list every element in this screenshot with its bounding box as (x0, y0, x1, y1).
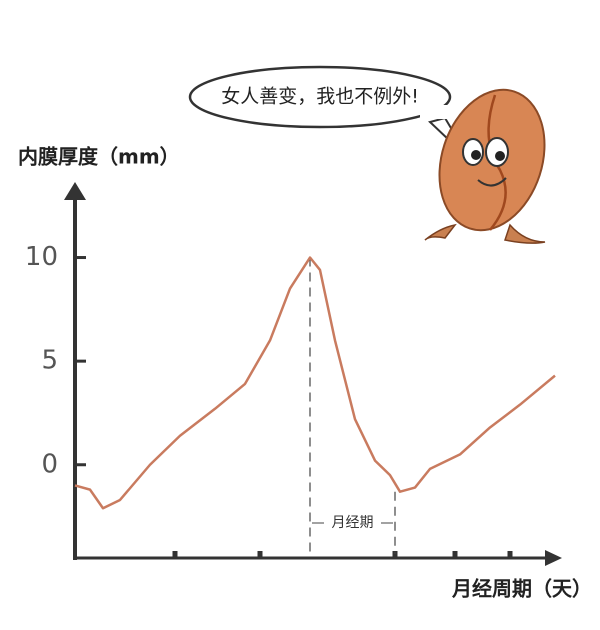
x-axis-arrow (545, 550, 562, 566)
y-tick-label: 10 (25, 242, 58, 272)
x-axis-label: 月经周期（天） (451, 577, 592, 601)
x-tick (507, 551, 513, 557)
x-tick (257, 551, 263, 557)
annotation-label: 月经期 (332, 515, 374, 531)
speech-bubble (188, 65, 471, 161)
data-line (74, 256, 556, 510)
x-tick (452, 551, 458, 557)
y-axis-label: 内膜厚度（mm） (18, 145, 180, 169)
y-axis-arrow (64, 182, 86, 200)
y-tick-label: 5 (41, 346, 58, 376)
speech-text: 女人善变，我也不例外! (221, 86, 419, 108)
bean-mascot (424, 88, 546, 244)
x-tick (172, 551, 178, 557)
y-tick-label: 0 (41, 449, 58, 479)
